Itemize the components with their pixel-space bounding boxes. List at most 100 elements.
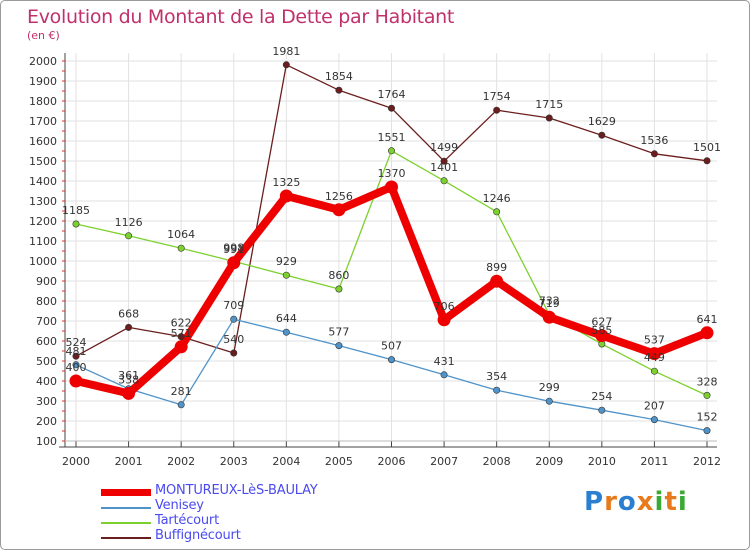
y-tick-label: 1600 xyxy=(29,135,57,148)
data-label: 1064 xyxy=(167,228,195,241)
data-label: 1246 xyxy=(483,192,511,205)
data-point xyxy=(282,61,290,69)
data-point xyxy=(387,104,395,112)
data-label: 507 xyxy=(381,340,402,353)
legend-label: Venisey xyxy=(155,498,204,513)
y-tick-label: 800 xyxy=(36,295,57,308)
x-tick-label: 2000 xyxy=(62,455,90,468)
data-label: 571 xyxy=(171,327,192,340)
data-point xyxy=(703,157,711,165)
data-label: 1499 xyxy=(430,141,458,154)
legend-item: Tartécourt xyxy=(101,513,421,530)
data-label: 1256 xyxy=(325,190,353,203)
legend-item: Buffignécourt xyxy=(101,528,421,545)
y-tick-label: 1400 xyxy=(29,175,57,188)
legend-swatch xyxy=(101,537,151,539)
line-chart: 100 200 300 400 500 600 700 800 900 1000 1100 1200 1… xyxy=(29,45,721,468)
series-points xyxy=(69,61,714,435)
data-label: 431 xyxy=(434,355,455,368)
data-point xyxy=(650,416,658,424)
data-point xyxy=(542,310,556,324)
y-tick-label: 2000 xyxy=(29,55,57,68)
data-label: 627 xyxy=(591,316,612,329)
y-tick-label: 500 xyxy=(36,355,57,368)
data-point xyxy=(335,285,343,293)
data-label: 1854 xyxy=(325,70,353,83)
data-point xyxy=(490,274,504,288)
data-point xyxy=(177,244,185,252)
y-tick-label: 400 xyxy=(36,375,57,388)
data-point xyxy=(335,86,343,94)
x-tick-label: 2008 xyxy=(483,455,511,468)
data-label: 328 xyxy=(697,375,718,388)
x-tick-label: 2004 xyxy=(272,455,300,468)
data-label: 1981 xyxy=(272,45,300,58)
data-point xyxy=(125,232,133,240)
data-point xyxy=(122,386,136,400)
data-label: 400 xyxy=(66,361,87,374)
data-point xyxy=(385,180,398,194)
data-label: 207 xyxy=(644,400,665,413)
data-label: 709 xyxy=(223,299,244,312)
data-label: 338 xyxy=(118,373,139,386)
y-tick-label: 1700 xyxy=(29,115,57,128)
y-tick-label: 1800 xyxy=(29,95,57,108)
data-point xyxy=(545,397,553,405)
y-tick-label: 1300 xyxy=(29,195,57,208)
data-label: 641 xyxy=(697,313,718,326)
y-tick-label: 1900 xyxy=(29,75,57,88)
chart-subtitle: (en €) xyxy=(27,29,60,42)
chart-legend: MONTUREUX-LèS-BAULAY Venisey Tartécourt Buf… xyxy=(101,483,421,545)
data-point xyxy=(387,147,395,155)
data-point xyxy=(437,313,451,327)
data-label: 254 xyxy=(591,390,612,403)
data-label: 706 xyxy=(434,300,455,313)
data-label: 361 xyxy=(118,369,139,382)
y-tick-label: 100 xyxy=(36,435,57,448)
data-label: 1501 xyxy=(693,141,721,154)
x-tick-label: 2010 xyxy=(588,455,616,468)
data-label: 1370 xyxy=(378,167,406,180)
data-point xyxy=(647,347,661,361)
data-label: 299 xyxy=(539,381,560,394)
x-tick-label: 2011 xyxy=(640,455,668,468)
chart-axes xyxy=(59,53,717,448)
data-point xyxy=(72,361,80,369)
y-tick-label: 300 xyxy=(36,395,57,408)
data-point xyxy=(282,271,290,279)
legend-label: Buffignécourt xyxy=(155,528,241,543)
logo-letter: o xyxy=(617,487,637,517)
data-point xyxy=(387,356,395,364)
data-label: 1754 xyxy=(483,90,511,103)
data-point xyxy=(703,427,711,435)
x-tick-label: 2007 xyxy=(430,455,458,468)
data-label: 860 xyxy=(328,269,349,282)
data-point xyxy=(440,177,448,185)
data-label: 354 xyxy=(486,370,507,383)
x-tick-label: 2012 xyxy=(693,455,721,468)
data-label: 585 xyxy=(591,324,612,337)
legend-swatch xyxy=(101,522,151,524)
x-tick-label: 2009 xyxy=(535,455,563,468)
data-point xyxy=(332,203,346,217)
y-tick-label: 1100 xyxy=(29,235,57,248)
y-tick-label: 1000 xyxy=(29,255,57,268)
data-point xyxy=(493,386,501,394)
data-label: 524 xyxy=(66,336,87,349)
data-point xyxy=(595,329,609,343)
data-point xyxy=(230,315,238,323)
x-tick-label: 2006 xyxy=(378,455,406,468)
data-point xyxy=(72,220,80,228)
data-label: 929 xyxy=(276,255,297,268)
chart-grid xyxy=(65,53,717,442)
x-tick-label: 2005 xyxy=(325,455,353,468)
data-label: 152 xyxy=(697,411,718,424)
data-point xyxy=(703,391,711,399)
logo-letter: i xyxy=(654,487,665,517)
legend-item: Venisey xyxy=(101,498,421,515)
data-point xyxy=(174,340,188,354)
x-axis-ticks: 2000 2001 2002 2003 2004 2005 2006 2007 2008 2009… xyxy=(62,455,721,468)
data-point xyxy=(440,371,448,379)
data-label: 899 xyxy=(486,261,507,274)
